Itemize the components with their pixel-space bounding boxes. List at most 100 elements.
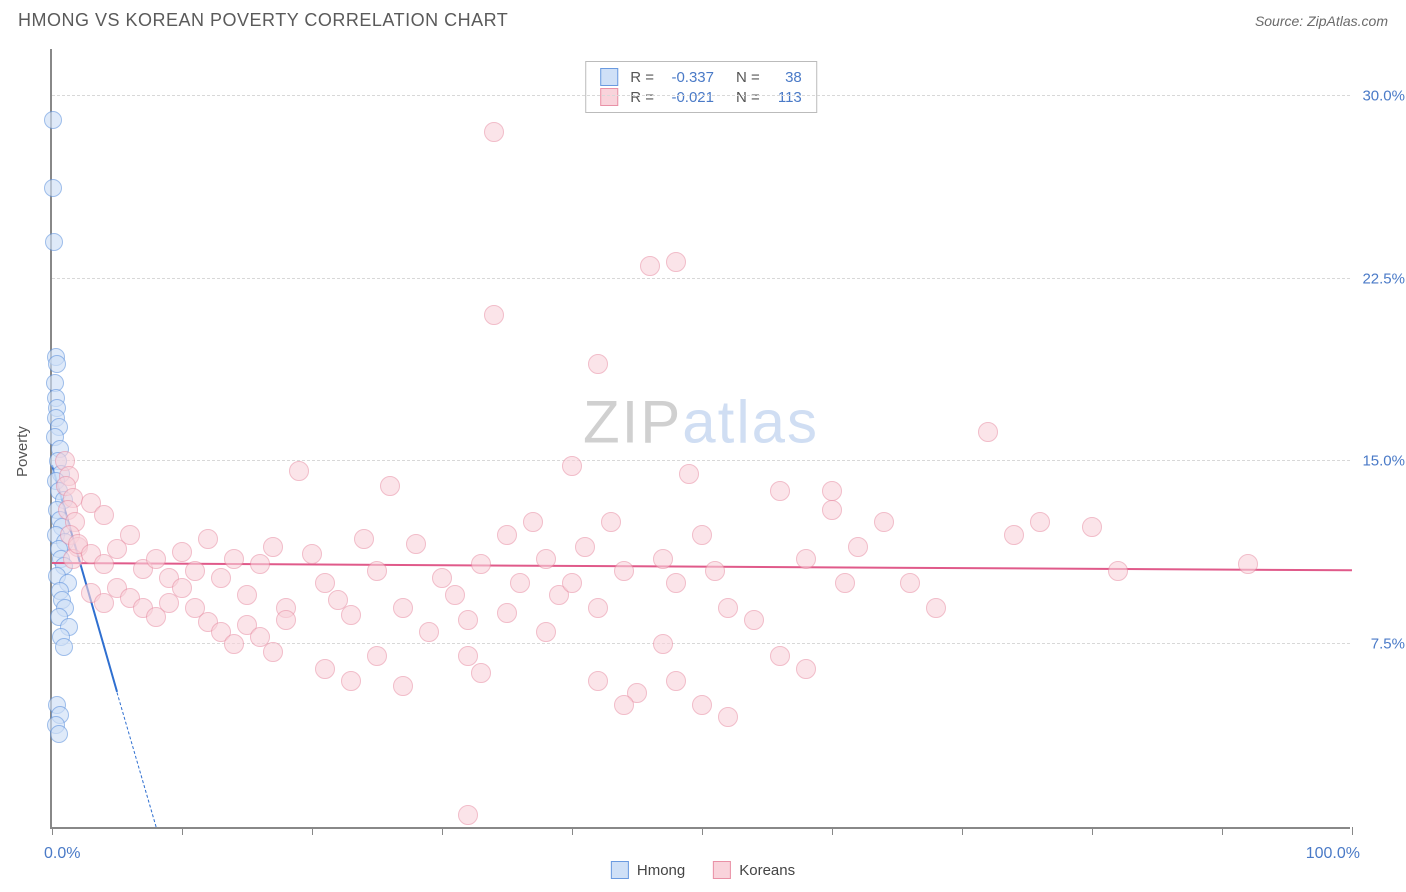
scatter-point: [562, 573, 582, 593]
scatter-point: [588, 354, 608, 374]
plot-area: ZIPatlas R =-0.337N =38R =-0.021N =113 0…: [50, 49, 1350, 829]
scatter-point: [796, 659, 816, 679]
legend-item: Hmong: [611, 861, 685, 879]
stat-r-value: -0.021: [662, 89, 714, 106]
scatter-point: [250, 554, 270, 574]
watermark-atlas: atlas: [682, 389, 819, 456]
scatter-point: [354, 529, 374, 549]
scatter-point: [562, 456, 582, 476]
scatter-point: [484, 305, 504, 325]
scatter-point: [224, 549, 244, 569]
series-legend: Hmong Koreans: [611, 861, 795, 879]
x-axis-max-label: 100.0%: [1306, 845, 1360, 863]
x-tick: [1222, 827, 1223, 835]
x-tick: [702, 827, 703, 835]
scatter-point: [406, 534, 426, 554]
x-tick: [572, 827, 573, 835]
legend-swatch: [713, 861, 731, 879]
gridline-h: 22.5%: [52, 278, 1350, 279]
scatter-point: [848, 537, 868, 557]
watermark-zip: ZIP: [583, 389, 682, 456]
scatter-point: [666, 252, 686, 272]
chart-source: Source: ZipAtlas.com: [1255, 13, 1388, 29]
scatter-point: [315, 659, 335, 679]
stat-r-label: R =: [630, 69, 654, 86]
scatter-point: [900, 573, 920, 593]
scatter-point: [718, 707, 738, 727]
trend-line: [52, 562, 1352, 571]
trend-line-extrapolated: [117, 692, 157, 826]
scatter-point: [289, 461, 309, 481]
stats-row: R =-0.021N =113: [600, 87, 802, 107]
x-tick: [312, 827, 313, 835]
stat-n-value: 38: [768, 69, 802, 86]
chart-title: HMONG VS KOREAN POVERTY CORRELATION CHAR…: [18, 10, 508, 31]
scatter-point: [614, 695, 634, 715]
x-tick: [962, 827, 963, 835]
legend-swatch: [600, 68, 618, 86]
scatter-point: [471, 663, 491, 683]
scatter-point: [588, 598, 608, 618]
x-tick: [832, 827, 833, 835]
scatter-point: [380, 476, 400, 496]
scatter-point: [367, 646, 387, 666]
scatter-point: [718, 598, 738, 618]
scatter-point: [172, 578, 192, 598]
scatter-point: [835, 573, 855, 593]
scatter-point: [666, 671, 686, 691]
scatter-point: [94, 505, 114, 525]
scatter-point: [172, 542, 192, 562]
scatter-point: [198, 529, 218, 549]
scatter-point: [341, 605, 361, 625]
scatter-point: [146, 549, 166, 569]
scatter-point: [497, 525, 517, 545]
scatter-point: [1082, 517, 1102, 537]
scatter-point: [120, 525, 140, 545]
legend-label: Koreans: [739, 862, 795, 879]
gridline-h: 7.5%: [52, 643, 1350, 644]
stat-r-value: -0.337: [662, 69, 714, 86]
scatter-point: [315, 573, 335, 593]
stat-r-label: R =: [630, 89, 654, 106]
scatter-point: [666, 573, 686, 593]
scatter-point: [237, 585, 257, 605]
x-tick: [1352, 827, 1353, 835]
scatter-point: [263, 537, 283, 557]
scatter-point: [588, 671, 608, 691]
scatter-point: [484, 122, 504, 142]
scatter-point: [926, 598, 946, 618]
scatter-point: [367, 561, 387, 581]
gridline-h: 30.0%: [52, 95, 1350, 96]
legend-item: Koreans: [713, 861, 795, 879]
correlation-stats-box: R =-0.337N =38R =-0.021N =113: [585, 61, 817, 113]
scatter-point: [796, 549, 816, 569]
scatter-point: [510, 573, 530, 593]
scatter-point: [419, 622, 439, 642]
chart-header: HMONG VS KOREAN POVERTY CORRELATION CHAR…: [0, 0, 1406, 37]
scatter-point: [1238, 554, 1258, 574]
scatter-point: [224, 634, 244, 654]
scatter-point: [575, 537, 595, 557]
scatter-point: [822, 500, 842, 520]
scatter-point: [50, 725, 68, 743]
x-tick: [52, 827, 53, 835]
scatter-point: [1004, 525, 1024, 545]
gridline-h: 15.0%: [52, 460, 1350, 461]
scatter-point: [211, 568, 231, 588]
scatter-point: [770, 646, 790, 666]
scatter-point: [263, 642, 283, 662]
scatter-point: [614, 561, 634, 581]
scatter-point: [393, 676, 413, 696]
chart-container: Poverty ZIPatlas R =-0.337N =38R =-0.021…: [0, 37, 1406, 887]
x-axis-min-label: 0.0%: [44, 845, 80, 863]
scatter-point: [822, 481, 842, 501]
scatter-point: [55, 638, 73, 656]
x-tick: [182, 827, 183, 835]
scatter-point: [44, 179, 62, 197]
legend-label: Hmong: [637, 862, 685, 879]
watermark: ZIPatlas: [583, 388, 819, 457]
scatter-point: [679, 464, 699, 484]
scatter-point: [458, 610, 478, 630]
scatter-point: [432, 568, 452, 588]
x-tick: [442, 827, 443, 835]
